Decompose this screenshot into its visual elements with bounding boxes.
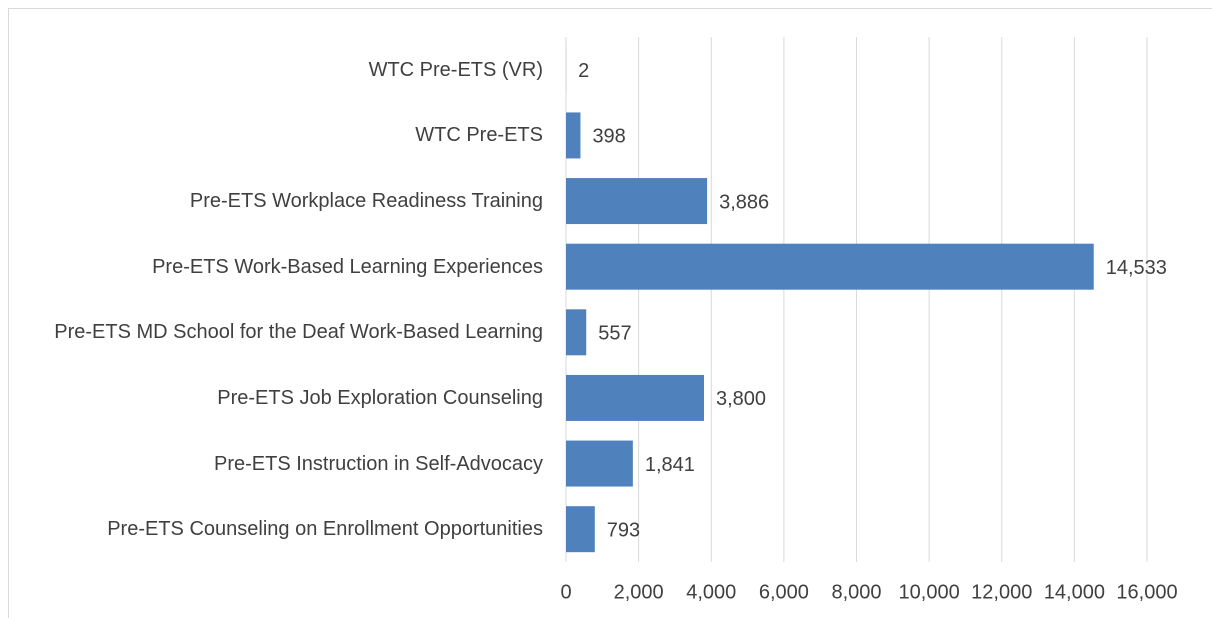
bar xyxy=(566,440,633,487)
x-tick-label: 4,000 xyxy=(686,581,736,603)
value-label: 3,800 xyxy=(716,388,766,410)
value-label: 3,886 xyxy=(719,191,769,213)
y-tick-label: WTC Pre-ETS (VR) xyxy=(368,58,543,81)
y-tick-label: WTC Pre-ETS xyxy=(415,124,543,147)
bar xyxy=(566,243,1094,290)
value-label: 1,841 xyxy=(645,454,695,476)
y-tick-label: Pre-ETS Instruction in Self-Advocacy xyxy=(213,452,543,475)
y-tick-label: Pre-ETS Workplace Readiness Training xyxy=(189,190,543,213)
value-label: 14,533 xyxy=(1106,257,1167,279)
bar xyxy=(566,178,708,225)
value-label: 557 xyxy=(598,323,631,345)
x-tick-label: 16,000 xyxy=(1116,581,1177,603)
y-tick-label: Pre-ETS Job Exploration Counseling xyxy=(217,386,543,409)
value-label: 2 xyxy=(578,60,589,82)
x-tick-label: 8,000 xyxy=(831,581,881,603)
value-label: 793 xyxy=(607,519,640,541)
value-label: 398 xyxy=(592,126,625,148)
bar xyxy=(566,309,587,356)
bar xyxy=(566,506,595,553)
x-tick-label: 2,000 xyxy=(614,581,664,603)
x-tick-label: 6,000 xyxy=(759,581,809,603)
x-tick-label: 12,000 xyxy=(971,581,1032,603)
x-tick-label: 14,000 xyxy=(1044,581,1105,603)
x-tick-label: 10,000 xyxy=(899,581,960,603)
bar xyxy=(566,112,581,159)
bar xyxy=(566,374,704,421)
y-tick-label: Pre-ETS MD School for the Deaf Work-Base… xyxy=(54,321,543,344)
y-tick-label: Pre-ETS Counseling on Enrollment Opportu… xyxy=(107,518,543,541)
y-tick-label: Pre-ETS Work-Based Learning Experiences xyxy=(152,255,543,278)
x-tick-label: 0 xyxy=(560,581,571,603)
